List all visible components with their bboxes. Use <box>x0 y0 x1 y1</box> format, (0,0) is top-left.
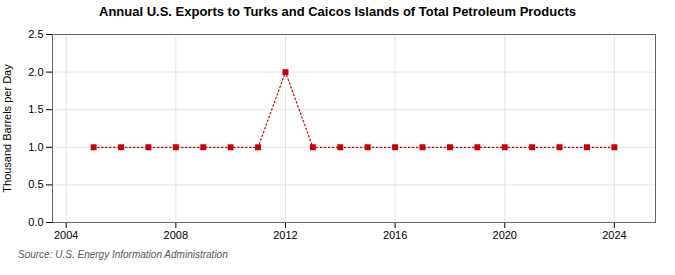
svg-text:Thousand Barrels per Day: Thousand Barrels per Day <box>1 64 13 193</box>
html-text:Annual U.S. Exports to Turks a: Annual U.S. Exports to Turks and Caicos … <box>99 4 576 19</box>
svg-text:2020: 2020 <box>493 229 517 241</box>
svg-text:2.5: 2.5 <box>28 28 43 40</box>
svg-text:2004: 2004 <box>54 229 78 241</box>
svg-text:1.0: 1.0 <box>28 141 43 153</box>
svg-text:2.0: 2.0 <box>28 66 43 78</box>
html-text:Source: U.S. Energy Informatio: Source: U.S. Energy Information Administ… <box>18 249 228 260</box>
svg-text:0.5: 0.5 <box>28 178 43 190</box>
svg-text:2012: 2012 <box>273 229 297 241</box>
svg-text:0.0: 0.0 <box>28 216 43 228</box>
svg-text:1.5: 1.5 <box>28 103 43 115</box>
svg-text:2008: 2008 <box>164 229 188 241</box>
svg-text:2016: 2016 <box>383 229 407 241</box>
svg-text:2024: 2024 <box>602 229 626 241</box>
